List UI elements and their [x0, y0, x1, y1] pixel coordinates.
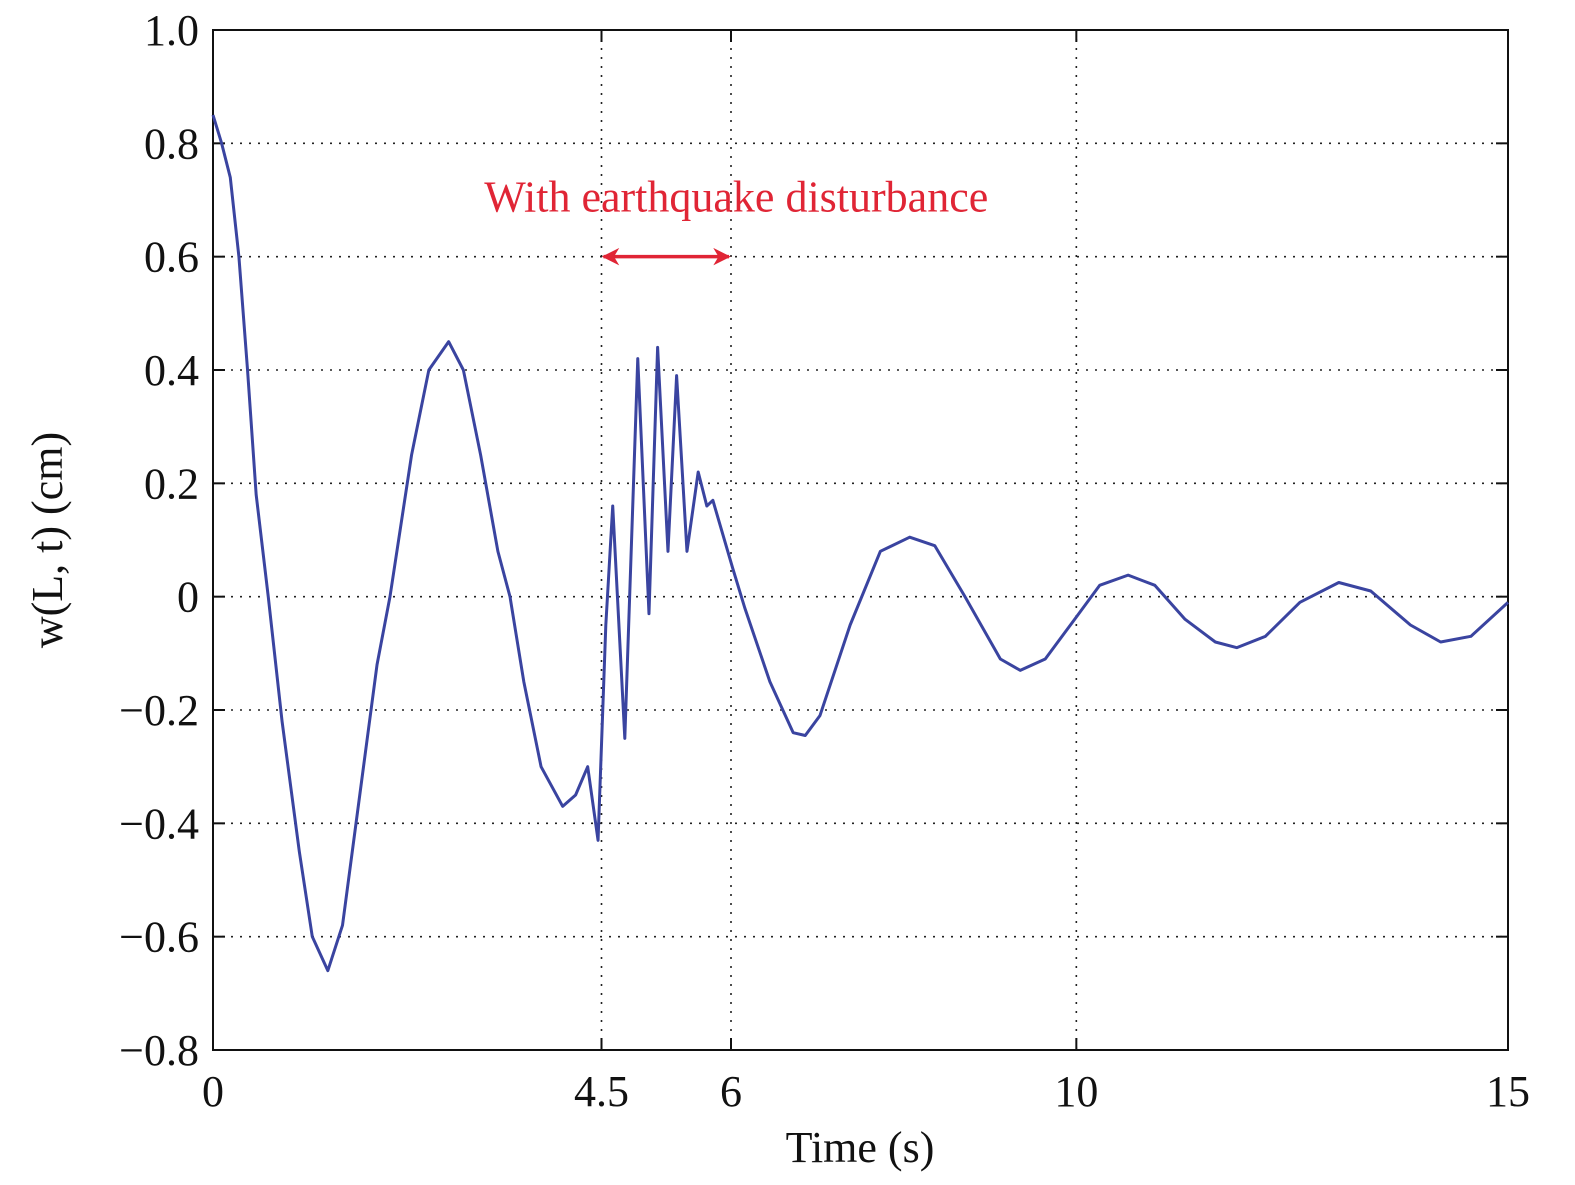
y-tick-label: 0.4 — [144, 346, 199, 395]
y-tick-label: 0.8 — [144, 119, 199, 168]
data-line — [211, 114, 1510, 973]
y-tick-label: 0 — [177, 573, 199, 622]
x-tick-label: 6 — [720, 1067, 742, 1116]
x-tick-label: 10 — [1054, 1067, 1098, 1116]
y-tick-label: 0.2 — [144, 459, 199, 508]
x-tick-label: 0 — [202, 1067, 224, 1116]
y-tick-label: −0.2 — [119, 686, 199, 735]
y-axis-label: w(L, t) (cm) — [23, 432, 72, 648]
y-tick-label: 0.6 — [144, 233, 199, 282]
x-axis-label: Time (s) — [786, 1123, 935, 1172]
x-tick-label: 4.5 — [574, 1067, 629, 1116]
annotation-text: With earthquake disturbance — [484, 173, 988, 222]
y-tick-label: −0.4 — [119, 799, 199, 848]
plot-frame — [212, 29, 1509, 1051]
y-tick-label: 1.0 — [144, 6, 199, 55]
y-tick-label: −0.8 — [119, 1026, 199, 1075]
x-tick-label: 15 — [1486, 1067, 1530, 1116]
y-tick-label: −0.6 — [119, 913, 199, 962]
